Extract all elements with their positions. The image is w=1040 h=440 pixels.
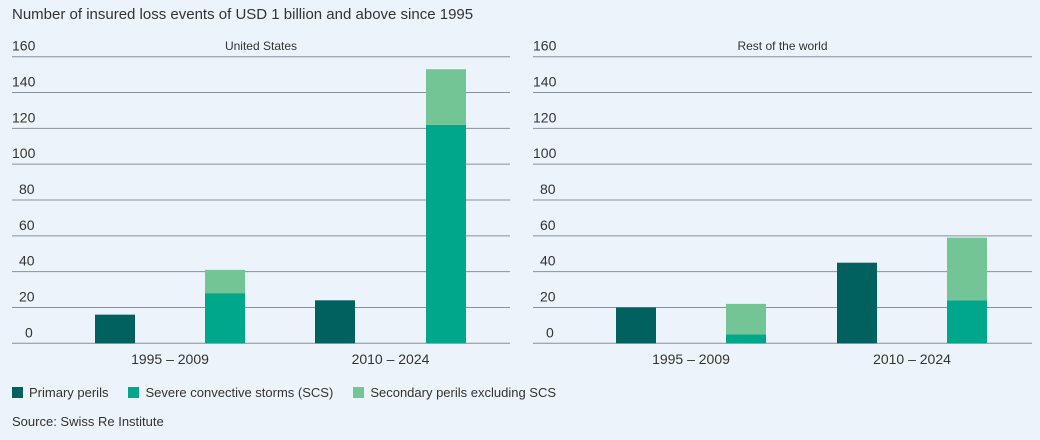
- bar-scs: [947, 300, 987, 344]
- bar-scs: [426, 124, 466, 344]
- y-tick-label: 80: [540, 181, 556, 197]
- y-tick-label: 160: [533, 38, 557, 54]
- x-tick-label: 1995 – 2009: [131, 351, 209, 367]
- bar-primary-perils: [837, 262, 877, 344]
- y-tick-label: 120: [533, 109, 557, 125]
- legend-swatch-secondary: [353, 387, 365, 398]
- legend-item-scs: Severe convective storms (SCS): [128, 385, 333, 400]
- y-tick-label: 120: [12, 109, 36, 125]
- y-tick-label: 0: [546, 324, 554, 340]
- legend-item-primary: Primary perils: [12, 385, 108, 400]
- bar-secondary-perils: [205, 269, 245, 294]
- x-tick-label: 2010 – 2024: [352, 351, 430, 367]
- y-tick-label: 40: [540, 253, 556, 269]
- legend-swatch-scs: [128, 387, 140, 398]
- bar-primary-perils: [616, 307, 656, 344]
- x-tick-label: 1995 – 2009: [652, 351, 730, 367]
- bar-scs: [205, 293, 245, 344]
- legend-label: Primary perils: [29, 385, 109, 400]
- y-tick-label: 40: [19, 253, 35, 269]
- legend: Primary perils Severe convective storms …: [12, 385, 556, 400]
- legend-swatch-primary: [12, 387, 23, 398]
- legend-label: Severe convective storms (SCS): [145, 385, 334, 400]
- y-tick-label: 20: [19, 288, 35, 304]
- y-tick-label: 0: [25, 324, 33, 340]
- charts-canvas: 0 20 40 60 80 100 120 140 160 United States 1995 –…: [12, 38, 1032, 367]
- y-tick-label: 140: [12, 74, 36, 90]
- y-tick-label: 20: [540, 288, 556, 304]
- chart-title: Number of insured loss events of USD 1 b…: [12, 6, 474, 23]
- bar-scs: [726, 334, 766, 344]
- legend-item-secondary: Secondary perils excluding SCS: [353, 385, 556, 400]
- panel-title: Rest of the world: [737, 39, 827, 53]
- x-tick-label: 2010 – 2024: [873, 351, 951, 367]
- y-tick-label: 160: [12, 38, 36, 54]
- bar-primary-perils: [95, 314, 135, 344]
- y-tick-label: 100: [533, 145, 557, 161]
- y-tick-label: 60: [19, 217, 35, 233]
- bar-secondary-perils: [426, 69, 466, 125]
- y-tick-label: 60: [540, 217, 556, 233]
- bar-primary-perils: [315, 300, 355, 344]
- bar-secondary-perils: [947, 237, 987, 301]
- legend-label: Secondary perils excluding SCS: [370, 385, 557, 400]
- bar-secondary-perils: [726, 303, 766, 335]
- source-note: Source: Swiss Re Institute: [12, 414, 164, 429]
- y-tick-label: 100: [12, 145, 36, 161]
- panel-title: United States: [225, 39, 297, 53]
- y-tick-label: 80: [19, 181, 35, 197]
- y-tick-label: 140: [533, 74, 557, 90]
